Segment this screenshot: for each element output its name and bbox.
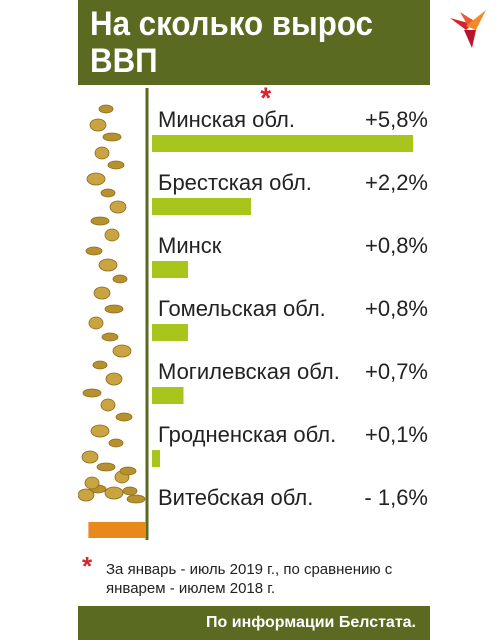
coin-icon: [92, 360, 108, 370]
coin-icon: [102, 132, 122, 142]
value-label: +5,8%: [365, 107, 428, 132]
coin-icon: [90, 424, 110, 438]
category-label: Минск: [158, 233, 222, 258]
coin-icon: [81, 450, 99, 464]
bird-logo-icon: [450, 10, 486, 48]
bar: [152, 450, 160, 467]
category-label: Брестская обл.: [158, 170, 312, 195]
coin-icon: [104, 228, 120, 242]
coin-icon: [84, 476, 100, 490]
value-label: +0,7%: [365, 359, 428, 384]
coin-icon: [98, 258, 118, 272]
coins-stack-icon: [78, 104, 146, 504]
source-band: По информации Белстата.: [78, 606, 430, 640]
bar: [152, 387, 184, 404]
coin-icon: [101, 332, 119, 342]
title-band: На сколько вырос ВВП в регионах*: [78, 0, 430, 124]
coin-icon: [119, 466, 137, 476]
coin-icon: [89, 118, 107, 132]
source-text: По информации Белстата.: [206, 614, 416, 631]
category-label: Могилевская обл.: [158, 359, 340, 384]
coin-icon: [100, 188, 116, 198]
coin-icon: [88, 316, 104, 330]
value-label: +0,8%: [365, 296, 428, 321]
bar: [152, 135, 413, 152]
coin-icon: [108, 438, 124, 448]
title-line-2: в регионах: [90, 86, 260, 124]
value-label: +2,2%: [365, 170, 428, 195]
coin-icon: [90, 216, 110, 226]
bar: [88, 522, 146, 538]
coin-icon: [126, 494, 146, 504]
bar: [152, 261, 188, 278]
coin-icon: [104, 304, 124, 314]
title-line-1: На сколько вырос ВВП: [90, 5, 373, 80]
title-footnote-marker: *: [260, 82, 272, 115]
category-label: Минская обл.: [158, 107, 295, 132]
coin-icon: [78, 488, 95, 502]
coin-icon: [94, 146, 110, 160]
coin-icon: [122, 486, 138, 496]
coin-icon: [112, 274, 128, 284]
value-label: +0,1%: [365, 422, 428, 447]
bar: [152, 324, 188, 341]
category-label: Витебская обл.: [158, 485, 314, 510]
bar: [152, 198, 251, 215]
coin-icon: [115, 412, 133, 422]
coin-icon: [112, 344, 132, 358]
value-label: - 1,6%: [364, 485, 428, 510]
coin-icon: [86, 172, 106, 186]
coin-icon: [105, 372, 123, 386]
footnote: * За январь - июль 2019 г., по сравнению…: [82, 553, 436, 598]
coin-icon: [107, 160, 125, 170]
coin-icon: [93, 286, 111, 300]
coin-icon: [96, 462, 116, 472]
coin-icon: [100, 398, 116, 412]
coin-icon: [109, 200, 127, 214]
footnote-text: За январь - июль 2019 г., по сравнению с…: [106, 561, 393, 597]
category-label: Гомельская обл.: [158, 296, 326, 321]
footnote-marker: *: [82, 551, 93, 581]
coin-icon: [85, 246, 103, 256]
value-label: +0,8%: [365, 233, 428, 258]
coin-icon: [82, 388, 102, 398]
chart-title: На сколько вырос ВВП в регионах*: [90, 6, 399, 124]
coin-icon: [98, 104, 114, 114]
category-label: Гродненская обл.: [158, 422, 337, 447]
coin-icon: [104, 486, 124, 500]
